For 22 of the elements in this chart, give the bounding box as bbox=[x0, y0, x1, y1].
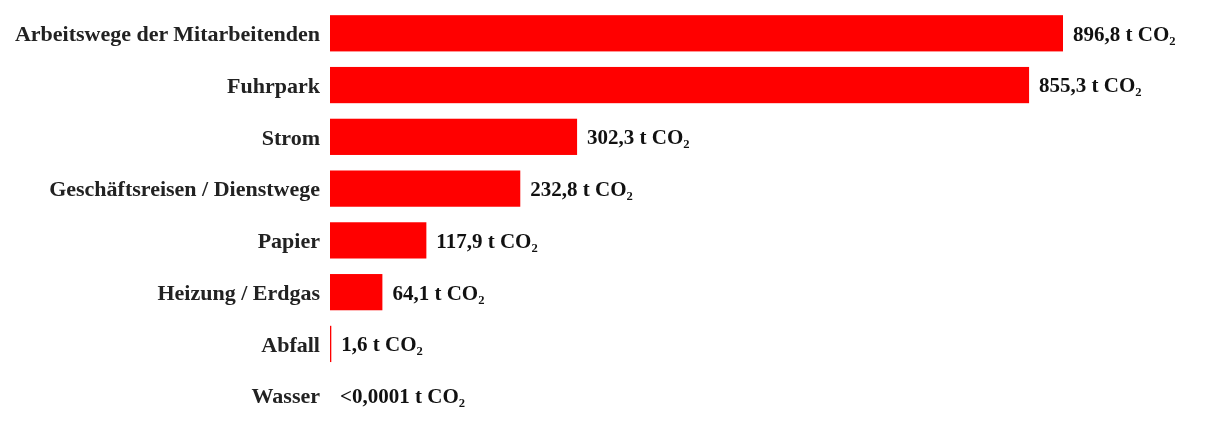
y-tick-label: Heizung / Erdgas bbox=[157, 279, 321, 305]
y-tick-label: Wasser bbox=[251, 383, 321, 409]
y-tick-label: Papier bbox=[257, 228, 321, 254]
y-tick-label: Geschäftsreisen / Dienstwege bbox=[49, 176, 321, 202]
y-tick-label: Abfall bbox=[261, 331, 320, 357]
y-tick-label: Strom bbox=[261, 124, 320, 150]
data-label: 232,8 t CO₂ bbox=[530, 176, 633, 201]
data-label: 117,9 t CO₂ bbox=[436, 228, 538, 253]
bar bbox=[330, 274, 383, 311]
data-label: 1,6 t CO₂ bbox=[341, 332, 423, 357]
data-label: 302,3 t CO₂ bbox=[587, 125, 690, 150]
y-tick-label: Fuhrpark bbox=[227, 72, 321, 98]
bar bbox=[330, 170, 521, 207]
data-label: 896,8 t CO₂ bbox=[1073, 21, 1176, 46]
data-label: <0,0001 t CO₂ bbox=[340, 384, 466, 409]
bar bbox=[330, 66, 1030, 104]
data-label: 855,3 t CO₂ bbox=[1039, 73, 1142, 98]
data-label: 64,1 t CO₂ bbox=[392, 280, 485, 305]
bar bbox=[330, 118, 578, 155]
bar bbox=[330, 15, 1063, 52]
y-tick-label: Arbeitswege der Mitarbeitenden bbox=[14, 21, 320, 46]
bar bbox=[330, 222, 427, 259]
